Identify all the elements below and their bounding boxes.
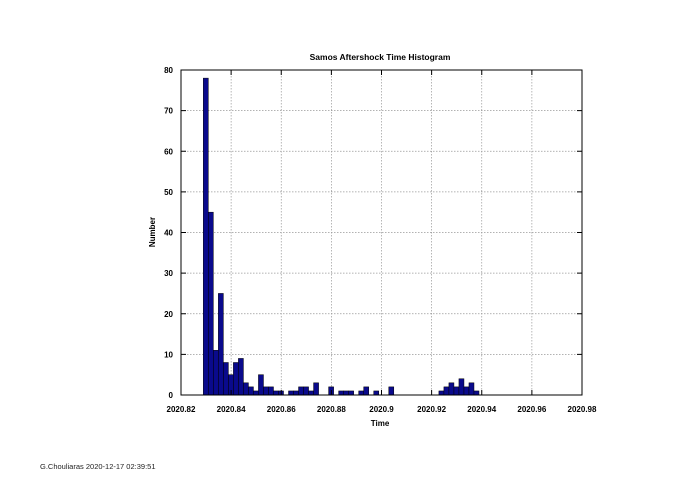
histogram-bar (293, 390, 299, 396)
histogram-bar (233, 362, 239, 396)
histogram-bar (443, 386, 450, 396)
histogram-bar (203, 77, 209, 396)
histogram-bar (348, 390, 354, 396)
histogram-bar (253, 390, 259, 396)
x-tick-label: 2020.86 (267, 405, 296, 414)
histogram-bar (288, 390, 294, 396)
histogram-bar (213, 350, 219, 396)
x-tick-label: 2020.94 (467, 405, 496, 414)
chart-title: Samos Aftershock Time Histogram (310, 52, 451, 62)
histogram-bar (448, 382, 455, 396)
y-tick-label: 60 (164, 147, 173, 156)
x-tick-label: 2020.98 (568, 405, 597, 414)
histogram-bar (303, 386, 309, 396)
grid-lines (181, 70, 582, 395)
histogram-bar (313, 382, 319, 396)
y-tick-label: 80 (164, 66, 173, 75)
y-tick-label: 40 (164, 229, 173, 238)
histogram-bars (203, 77, 480, 396)
y-tick-label: 10 (164, 350, 173, 359)
y-tick-label: 70 (164, 107, 173, 116)
histogram-bar (473, 390, 480, 396)
histogram-bar (358, 390, 364, 396)
histogram-bar (208, 211, 214, 396)
histogram-bar (258, 374, 264, 396)
x-tick-label: 2020.82 (167, 405, 196, 414)
histogram-bar (298, 386, 304, 396)
y-tick-label: 50 (164, 188, 173, 197)
histogram-bar (338, 390, 344, 396)
histogram-bar (248, 386, 254, 396)
histogram-bar (438, 390, 445, 396)
histogram-bar (388, 386, 395, 396)
x-tick-label: 2020.96 (517, 405, 546, 414)
histogram-bar (218, 293, 224, 396)
y-tick-label: 0 (169, 391, 174, 400)
histogram-bar (468, 382, 475, 396)
y-axis-label: Number (148, 217, 157, 247)
x-axis-label: Time (371, 419, 390, 428)
histogram-bar (463, 386, 470, 396)
y-tick-label: 20 (164, 310, 173, 319)
y-tick-label: 30 (164, 269, 173, 278)
histogram-bar (458, 378, 465, 396)
histogram-bar (273, 390, 279, 396)
author-timestamp: G.Chouliaras 2020-12-17 02:39:51 (40, 462, 156, 471)
histogram-bar (373, 390, 379, 396)
histogram-bar (363, 386, 369, 396)
x-tick-label: 2020.9 (369, 405, 394, 414)
histogram-bar (238, 358, 244, 396)
x-tick-label: 2020.84 (217, 405, 246, 414)
x-tick-label: 2020.88 (317, 405, 346, 414)
histogram-bar (343, 390, 349, 396)
x-tick-label: 2020.92 (417, 405, 446, 414)
histogram-bar (308, 390, 314, 396)
histogram-bar (268, 386, 274, 396)
histogram-bar (263, 386, 269, 396)
histogram-bar (223, 362, 229, 396)
axes: 2020.82 2020.84 2020.86 2020.88 2020.9 2020.9… (164, 66, 597, 414)
histogram-bar (453, 386, 460, 396)
histogram-bar (243, 382, 249, 396)
